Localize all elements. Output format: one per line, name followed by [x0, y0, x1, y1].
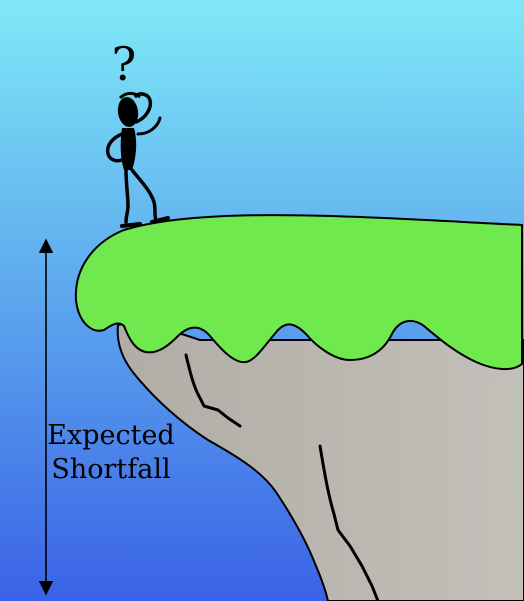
question-mark-icon: ? — [112, 37, 137, 91]
label-line-2: Shortfall — [51, 454, 170, 485]
crack-lower — [318, 444, 380, 601]
label-line-1: Expected — [47, 420, 174, 451]
cliff-rock — [116, 322, 524, 601]
crack-upper — [184, 353, 242, 428]
cliff-grass — [74, 214, 523, 370]
confused-stick-figure-icon: ? — [105, 37, 170, 228]
